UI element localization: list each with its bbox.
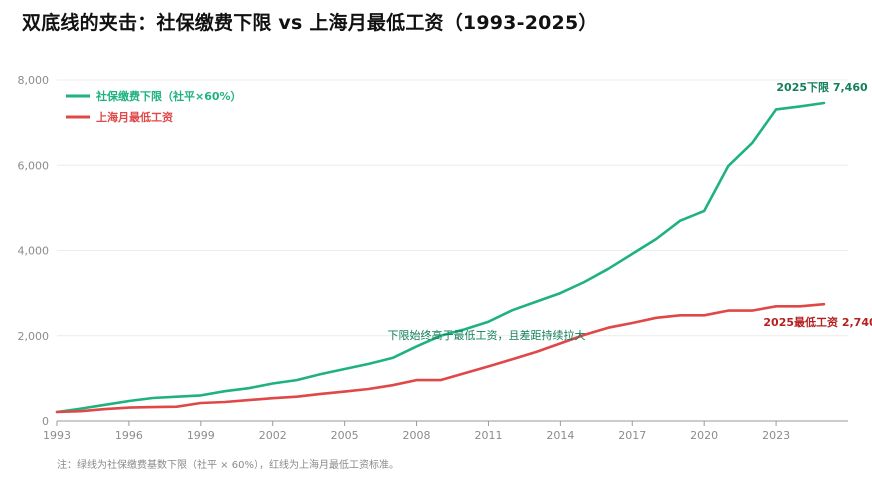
y-axis: 0 2,000 4,000 6,000 8,000 (18, 74, 50, 428)
x-tick-label: 2020 (690, 429, 718, 442)
x-tick-label: 2008 (403, 429, 431, 442)
y-tick-label: 8,000 (18, 74, 50, 87)
x-tick-label: 2014 (546, 429, 574, 442)
legend-label-green: 社保缴费下限（社平×60%） (95, 89, 242, 103)
chart-title: 双底线的夹击：社保缴费下限 vs 上海月最低工资（1993-2025） (22, 12, 598, 34)
footnote: 注：绿线为社保缴费基数下限（社平 × 60%），红线为上海月最低工资标准。 (57, 460, 399, 471)
end-label-green: 2025下限 7,460 (776, 80, 868, 94)
x-tick-label: 1999 (187, 429, 215, 442)
end-label-red: 2025最低工资 2,740 (763, 315, 872, 329)
x-tick-label: 2017 (618, 429, 646, 442)
legend-label-red: 上海月最低工资 (96, 110, 173, 124)
y-tick-label: 6,000 (18, 159, 50, 172)
series-line-social-security-floor (55, 101, 826, 414)
x-tick-label: 1996 (115, 429, 143, 442)
grid-lines (57, 79, 848, 337)
x-axis: 1993 1996 1999 2002 2005 2008 2011 2014 2017 2020… (43, 420, 848, 442)
x-tick-label: 2005 (331, 429, 359, 442)
gap-annotation: 下限始终高于最低工资，且差距持续拉大 (387, 328, 585, 342)
x-tick-label: 1993 (43, 429, 71, 442)
x-tick-label: 2011 (474, 429, 502, 442)
y-tick-label: 0 (42, 415, 49, 428)
x-tick-label: 2023 (762, 429, 790, 442)
x-tick-label: 2002 (259, 429, 287, 442)
series-lines (55, 101, 826, 414)
y-tick-label: 4,000 (18, 245, 50, 258)
annotations: 下限始终高于最低工资，且差距持续拉大 2025下限 7,460 2025最低工资… (387, 80, 872, 342)
y-tick-label: 2,000 (18, 330, 50, 343)
series-line-minimum-wage (55, 302, 826, 414)
legend: 社保缴费下限（社平×60%） 上海月最低工资 (66, 89, 242, 124)
